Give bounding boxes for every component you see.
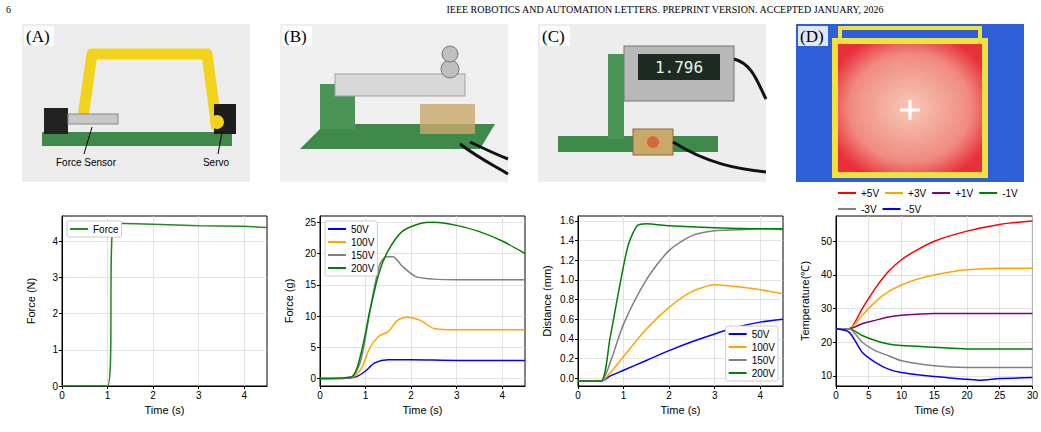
svg-text:Time (s): Time (s) — [145, 404, 185, 416]
svg-text:3: 3 — [52, 272, 58, 283]
svg-text:30: 30 — [1027, 390, 1039, 401]
svg-text:1.0: 1.0 — [560, 274, 574, 285]
svg-text:10: 10 — [896, 390, 908, 401]
svg-text:50V: 50V — [752, 329, 770, 340]
svg-text:4: 4 — [499, 390, 505, 401]
svg-text:5: 5 — [866, 390, 872, 401]
svg-text:Time (s): Time (s) — [403, 404, 443, 416]
svg-text:0: 0 — [52, 381, 58, 392]
svg-text:1: 1 — [52, 344, 58, 355]
svg-text:200V: 200V — [351, 263, 375, 274]
svg-text:1.6: 1.6 — [560, 215, 574, 226]
svg-text:0: 0 — [59, 390, 65, 401]
svg-text:2: 2 — [52, 308, 58, 319]
svg-text:(C): (C) — [542, 27, 565, 46]
svg-text:0: 0 — [575, 390, 581, 401]
svg-text:(B): (B) — [284, 27, 307, 46]
svg-text:Servo: Servo — [203, 157, 230, 168]
svg-text:2: 2 — [666, 390, 672, 401]
svg-text:Time (s): Time (s) — [914, 404, 954, 416]
svg-text:50V: 50V — [351, 224, 369, 235]
svg-text:1: 1 — [363, 390, 369, 401]
svg-text:0: 0 — [833, 390, 839, 401]
svg-text:150V: 150V — [752, 355, 776, 366]
svg-text:3: 3 — [712, 390, 718, 401]
svg-text:Force (N): Force (N) — [25, 278, 37, 324]
svg-text:6: 6 — [6, 4, 11, 15]
svg-text:4: 4 — [52, 236, 58, 247]
svg-text:-3V: -3V — [861, 204, 877, 215]
svg-text:Force: Force — [93, 224, 119, 235]
svg-text:100V: 100V — [752, 342, 776, 353]
svg-text:2: 2 — [150, 390, 156, 401]
svg-text:1: 1 — [621, 390, 627, 401]
svg-text:15: 15 — [929, 390, 941, 401]
svg-text:-1V: -1V — [1002, 188, 1018, 199]
svg-text:0.6: 0.6 — [560, 314, 574, 325]
svg-text:200V: 200V — [752, 368, 776, 379]
svg-text:0.8: 0.8 — [560, 294, 574, 305]
svg-text:100V: 100V — [351, 237, 375, 248]
svg-text:0.4: 0.4 — [560, 333, 574, 344]
svg-text:3: 3 — [196, 390, 202, 401]
svg-text:20: 20 — [305, 248, 317, 259]
svg-text:30: 30 — [821, 303, 833, 314]
svg-text:0: 0 — [317, 390, 323, 401]
svg-text:IEEE ROBOTICS AND AUTOMATION L: IEEE ROBOTICS AND AUTOMATION LETTERS. PR… — [446, 4, 883, 15]
svg-text:0.0: 0.0 — [560, 373, 574, 384]
svg-text:25: 25 — [994, 390, 1006, 401]
svg-text:0: 0 — [310, 373, 316, 384]
svg-text:+5V: +5V — [861, 188, 879, 199]
svg-text:Temperature(℃): Temperature(℃) — [799, 261, 811, 341]
svg-text:25: 25 — [305, 217, 317, 228]
svg-text:2: 2 — [408, 390, 414, 401]
svg-text:4: 4 — [241, 390, 247, 401]
svg-text:1.4: 1.4 — [560, 235, 574, 246]
svg-text:5: 5 — [310, 342, 316, 353]
svg-text:3: 3 — [454, 390, 460, 401]
svg-text:Distance (mm): Distance (mm) — [541, 265, 553, 337]
svg-text:1.2: 1.2 — [560, 255, 574, 266]
svg-text:+1V: +1V — [955, 188, 973, 199]
svg-text:1: 1 — [105, 390, 111, 401]
svg-text:-5V: -5V — [906, 204, 922, 215]
svg-text:+3V: +3V — [908, 188, 926, 199]
svg-text:(A): (A) — [26, 27, 50, 46]
svg-text:Force (g): Force (g) — [283, 279, 295, 324]
svg-text:(D): (D) — [800, 27, 824, 46]
svg-text:40: 40 — [821, 269, 833, 280]
svg-text:10: 10 — [305, 311, 317, 322]
svg-text:0.2: 0.2 — [560, 353, 574, 364]
svg-text:1.796: 1.796 — [655, 58, 703, 77]
svg-text:10: 10 — [821, 370, 833, 381]
svg-text:20: 20 — [961, 390, 973, 401]
svg-text:20: 20 — [821, 337, 833, 348]
svg-text:15: 15 — [305, 279, 317, 290]
svg-text:150V: 150V — [351, 250, 375, 261]
svg-text:Time (s): Time (s) — [661, 404, 701, 416]
svg-text:4: 4 — [757, 390, 763, 401]
svg-text:50: 50 — [821, 236, 833, 247]
svg-text:Force Sensor: Force Sensor — [56, 157, 117, 168]
